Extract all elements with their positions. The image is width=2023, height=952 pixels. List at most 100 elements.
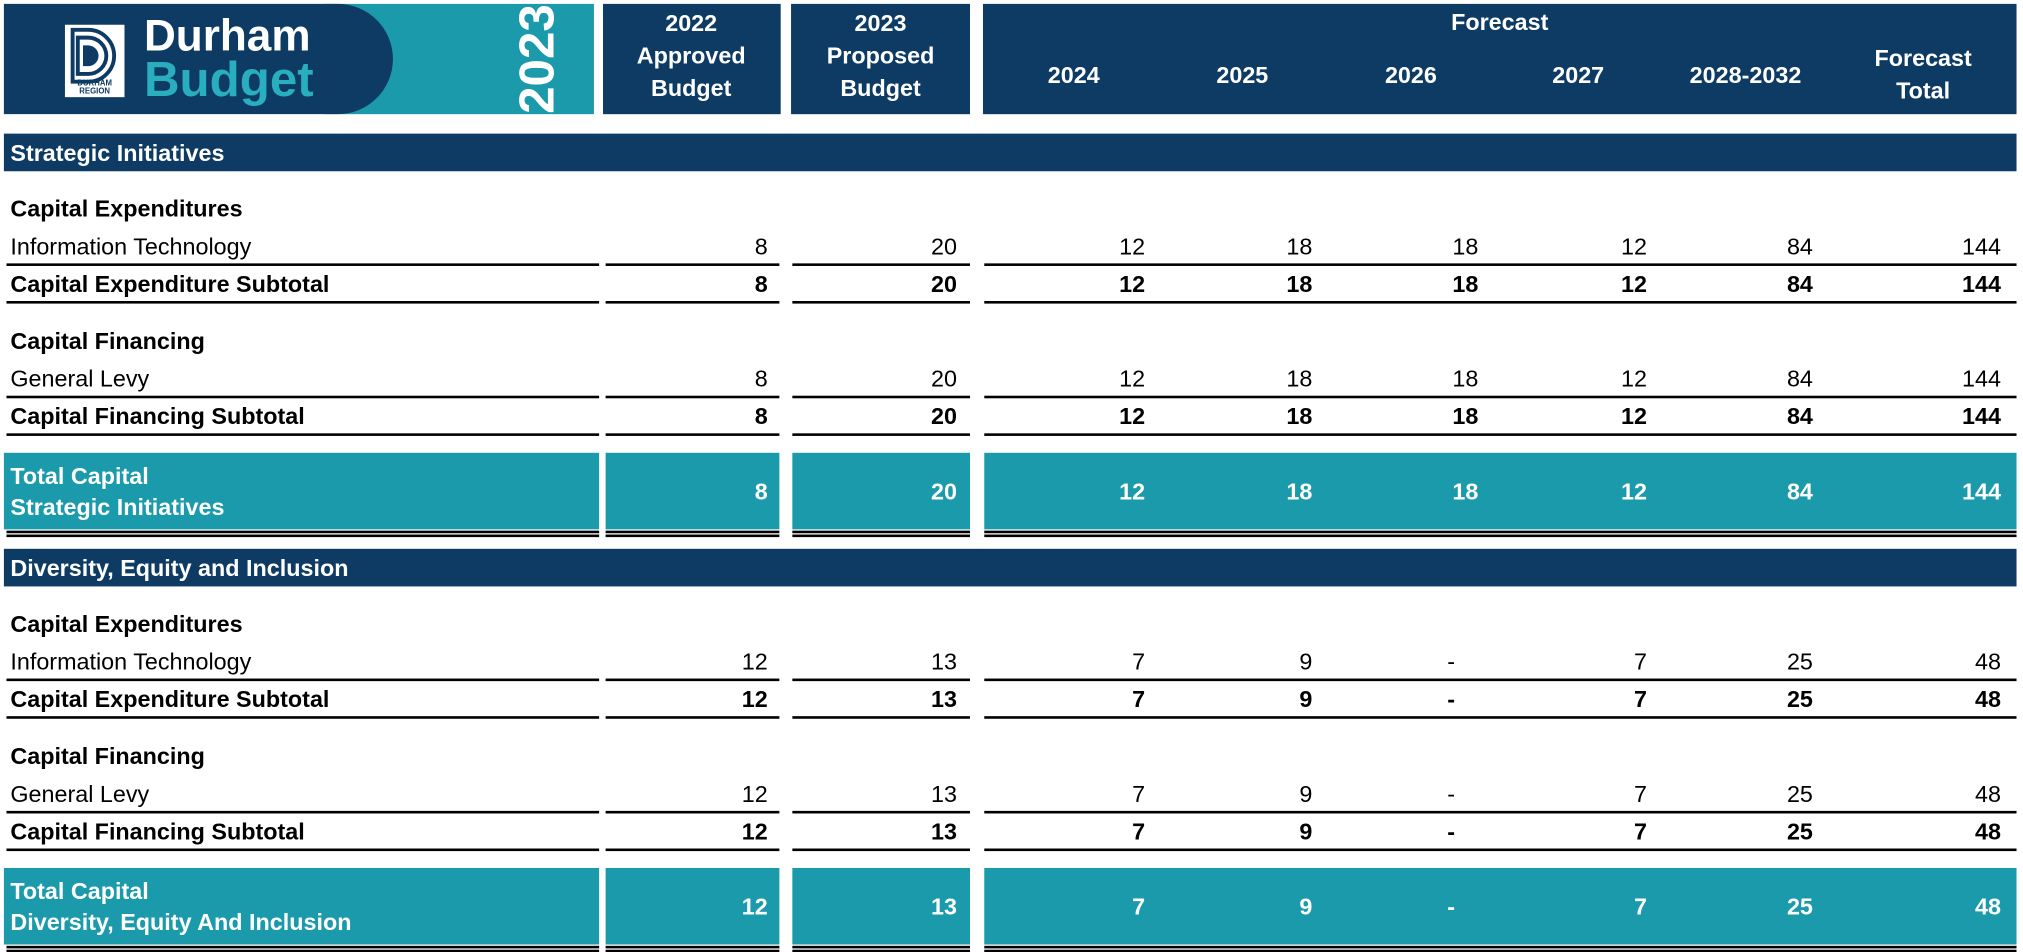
group-heading: Capital Financing [10, 743, 205, 770]
value-cell: 7 [1633, 648, 1647, 675]
col-header: Forecast Total [1832, 43, 2014, 108]
col-header-line: 2028-2032 [1689, 62, 1802, 89]
total-label-line: Diversity, Equity And Inclusion [10, 909, 352, 936]
value-cell: 7 [1132, 893, 1146, 920]
group-heading: Capital Expenditures [10, 195, 243, 222]
total-label: Total Capital Diversity, Equity And Inclu… [10, 876, 351, 938]
forecast-label: Forecast [1451, 9, 1549, 36]
value-cell: - [1447, 893, 1456, 920]
rule [6, 395, 600, 399]
rule [6, 848, 600, 852]
rule [792, 395, 971, 399]
value-cell: 13 [931, 893, 958, 920]
value-cell: 18 [1286, 271, 1313, 298]
col-header: 2025 [1152, 60, 1334, 92]
total-box [984, 452, 2017, 530]
rule [605, 395, 780, 399]
rule [792, 530, 971, 534]
section-title: Diversity, Equity and Inclusion [10, 555, 349, 582]
value-cell: 84 [1786, 403, 1813, 430]
value-cell: 12 [1620, 233, 1647, 260]
value-cell: 84 [1786, 271, 1813, 298]
value-cell: 20 [931, 271, 958, 298]
rule [6, 810, 600, 814]
rule [6, 534, 600, 538]
value-cell: 12 [741, 781, 768, 807]
value-cell: 18 [1452, 403, 1479, 430]
rule [792, 945, 971, 949]
col-header-line: 2022 [665, 10, 718, 37]
rule [6, 945, 600, 949]
row-label: Information Technology [10, 233, 252, 260]
value-cell: 9 [1299, 818, 1313, 845]
forecast-header-box [982, 3, 2017, 115]
value-cell: 84 [1786, 365, 1813, 392]
rule [6, 300, 600, 304]
section-title: Strategic Initiatives [10, 140, 225, 167]
value-cell: 144 [1961, 233, 2001, 260]
value-cell: 20 [931, 365, 958, 392]
col-header-line: 2023 [854, 10, 907, 37]
value-cell: 12 [1119, 403, 1146, 430]
value-cell: 144 [1961, 271, 2001, 298]
value-cell: 12 [1620, 271, 1647, 298]
value-cell: 8 [754, 271, 768, 298]
value-cell: 48 [1974, 648, 2001, 675]
subtotal-label: Capital Financing Subtotal [10, 818, 305, 845]
value-cell: 7 [1132, 818, 1146, 845]
value-cell: 20 [931, 233, 958, 260]
value-cell: 144 [1961, 365, 2001, 392]
col-header: 2026 [1320, 60, 1502, 92]
subtotal-label: Capital Expenditure Subtotal [10, 686, 330, 713]
group-heading: Capital Financing [10, 328, 205, 355]
value-cell: 48 [1974, 818, 2001, 845]
rule [605, 945, 780, 949]
value-cell: 7 [1633, 893, 1647, 920]
rule [792, 678, 971, 682]
rule [6, 433, 600, 436]
subtotal-label: Capital Expenditure Subtotal [10, 271, 330, 298]
value-cell: 12 [741, 818, 768, 845]
col-header-line: Budget [840, 75, 921, 102]
value-cell: 7 [1132, 648, 1146, 675]
value-cell: 25 [1786, 818, 1813, 845]
rule [984, 810, 2017, 814]
col-header-line: 2024 [1047, 62, 1100, 89]
total-label-line: Total Capital [10, 463, 149, 490]
col-header-line: Proposed [826, 42, 935, 69]
logo-region-line: REGION [79, 88, 111, 97]
logo-region: DURHAM REGION [69, 80, 121, 96]
rule [984, 433, 2017, 436]
rule [792, 716, 971, 719]
col-header: 2023 Proposed Budget [790, 8, 972, 105]
col-header-line: Approved [636, 42, 746, 69]
value-cell: 12 [1620, 365, 1647, 392]
col-header-line: Budget [650, 75, 732, 102]
col-header: 2028-2032 [1655, 60, 1837, 92]
value-cell: 84 [1786, 233, 1813, 260]
value-cell: - [1447, 686, 1456, 713]
value-cell: 25 [1786, 686, 1813, 713]
total-label-line: Strategic Initiatives [10, 494, 225, 521]
col-header-line: Total [1896, 77, 1951, 104]
rule [792, 263, 971, 266]
rule [605, 678, 780, 682]
rule [792, 848, 971, 852]
value-cell: 9 [1299, 648, 1313, 675]
value-cell: 18 [1452, 233, 1479, 260]
rule [984, 945, 2017, 949]
value-cell: 84 [1786, 478, 1813, 505]
value-cell: 25 [1786, 781, 1813, 807]
group-heading: Capital Expenditures [10, 611, 243, 638]
row-label: General Levy [10, 781, 150, 807]
value-cell: 7 [1633, 818, 1647, 845]
total-box [3, 452, 600, 530]
value-cell: 18 [1452, 365, 1479, 392]
value-cell: 8 [754, 365, 768, 392]
value-cell: 12 [1119, 365, 1146, 392]
value-cell: 12 [1620, 478, 1647, 505]
rule [605, 810, 780, 814]
total-box [3, 867, 600, 945]
value-cell: - [1447, 818, 1456, 845]
value-cell: - [1447, 781, 1456, 807]
